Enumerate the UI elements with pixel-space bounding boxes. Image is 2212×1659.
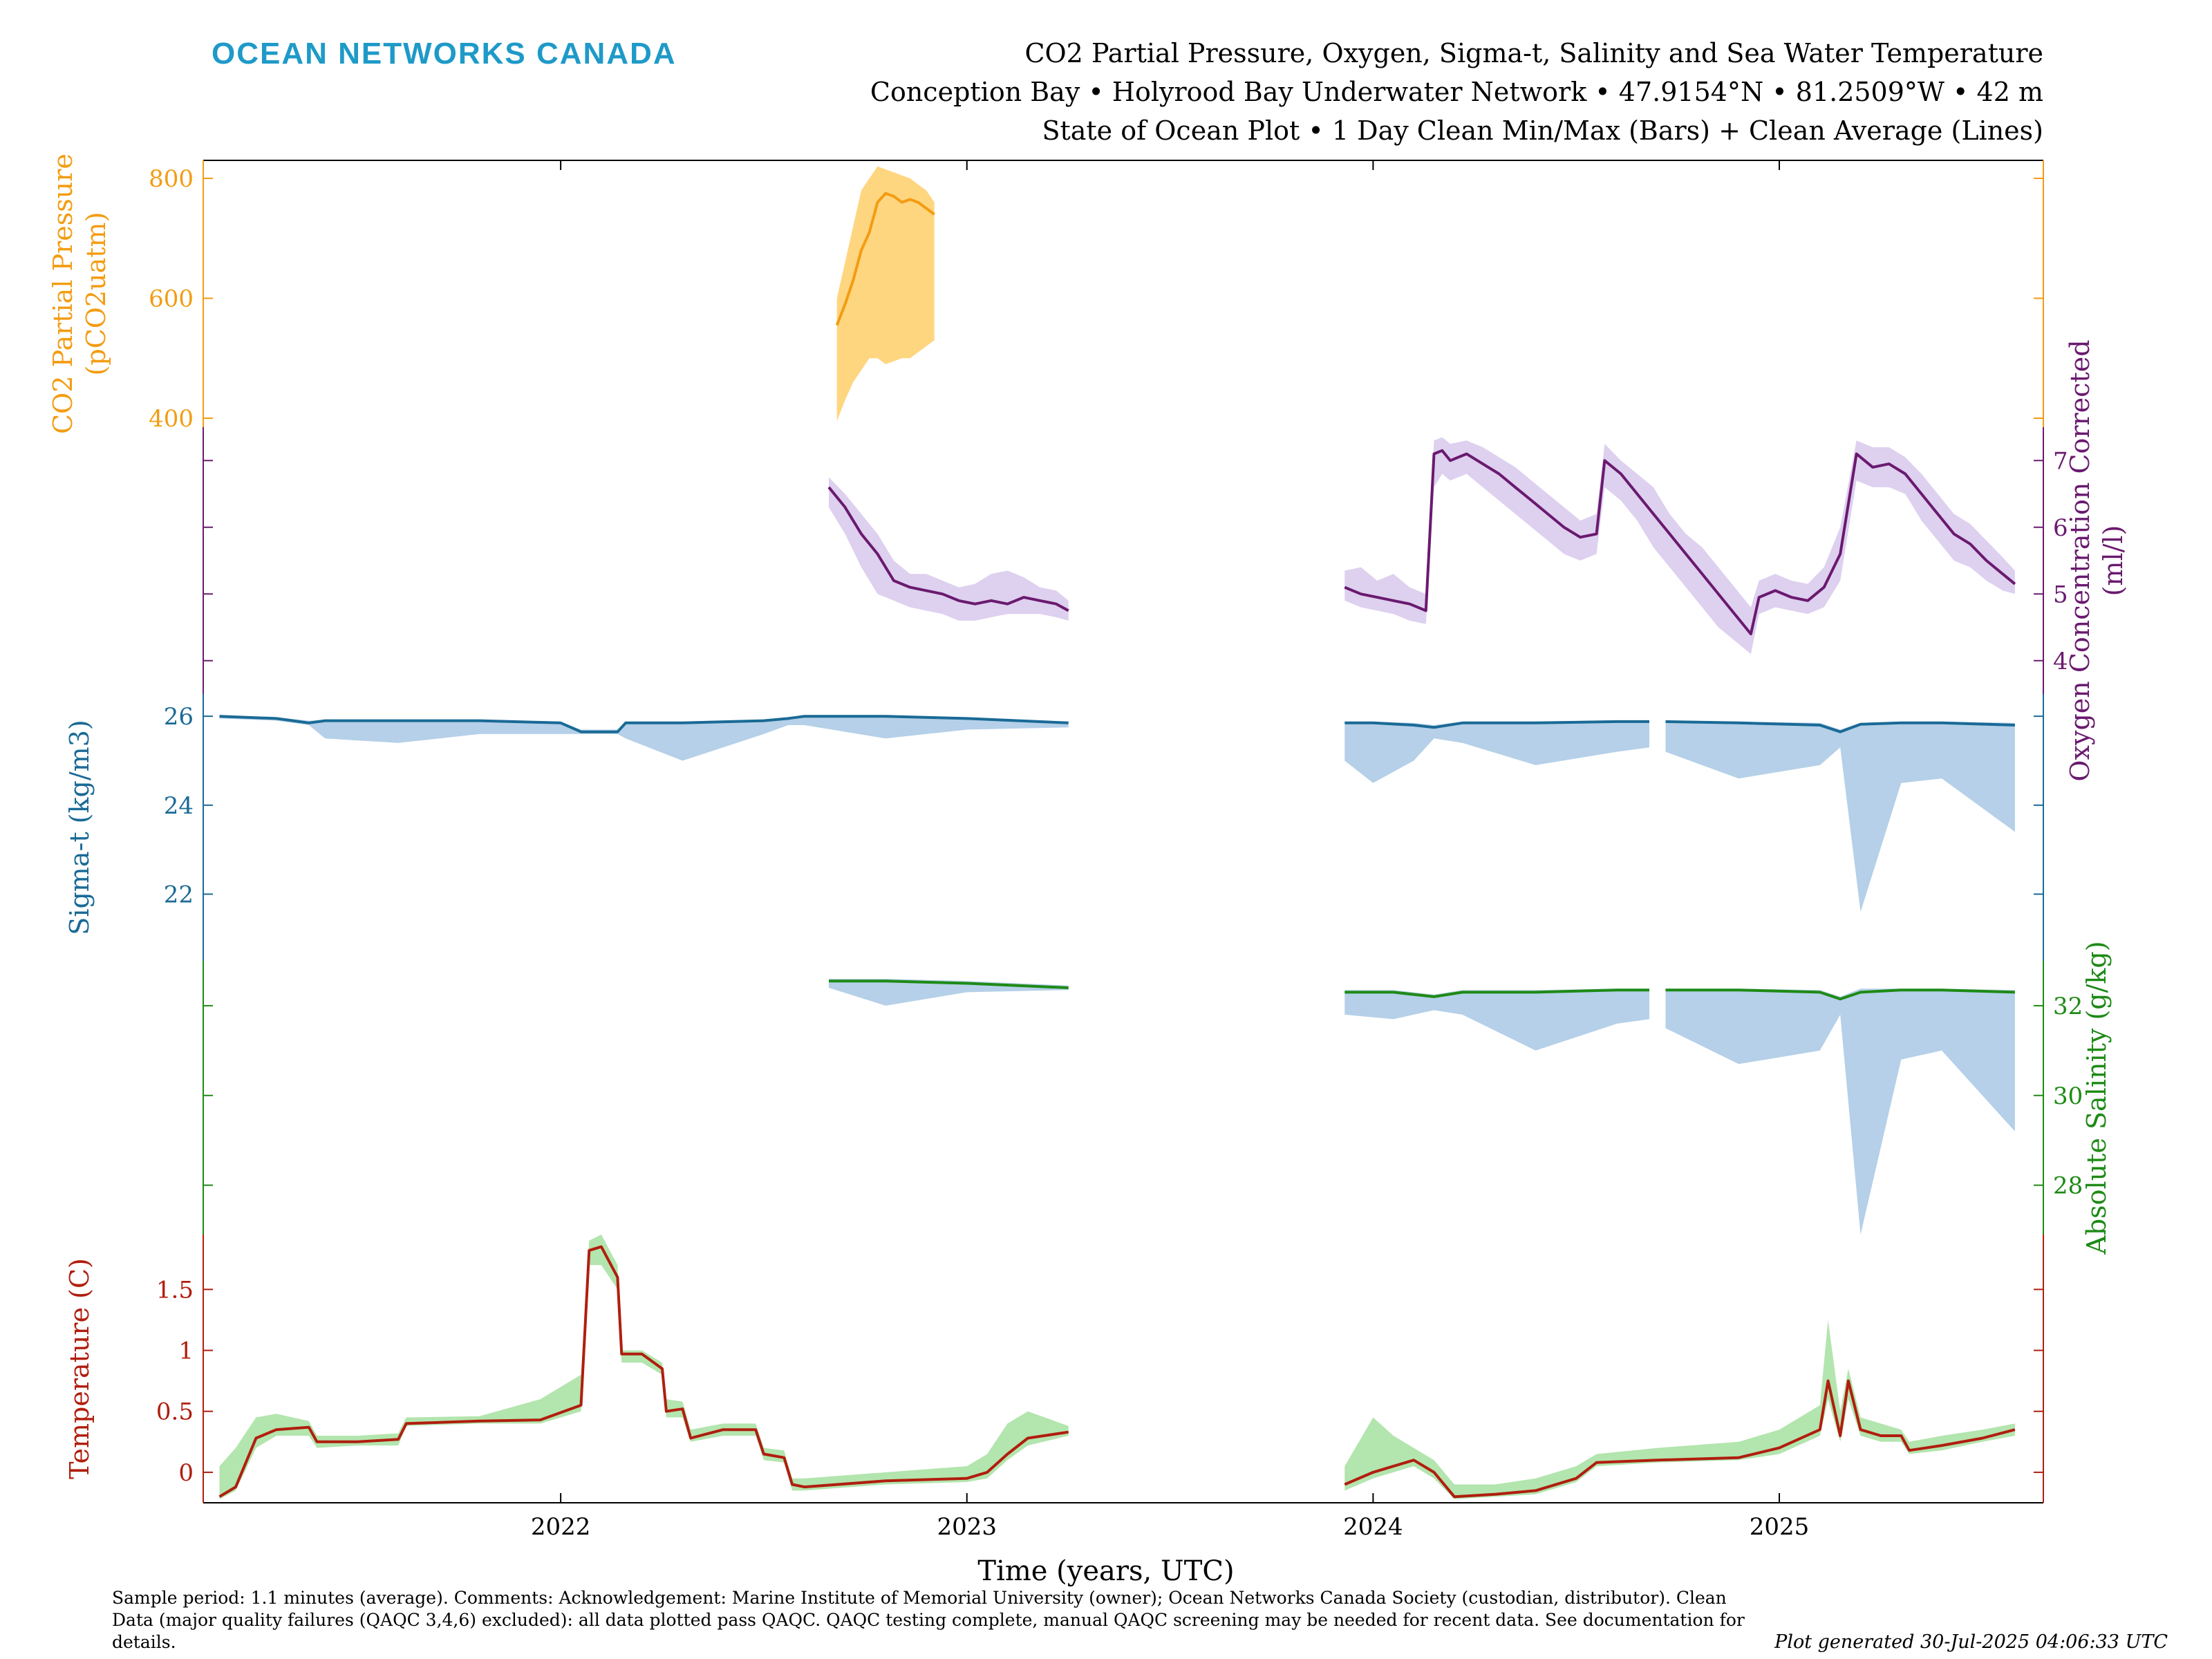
temperature-axis-label-line-1: Temperature (C) — [64, 1258, 95, 1479]
chart-subtitle-2: State of Ocean Plot • 1 Day Clean Min/Ma… — [1042, 115, 2043, 146]
sigma-minmax-band-1 — [219, 715, 1069, 761]
sigma-minmax-band-3 — [1665, 720, 2015, 912]
temperature-tick-label-1.5: 1.5 — [156, 1276, 194, 1304]
oxygen-axis-label-line-1: Oxygen Concentration Corrected — [2065, 339, 2095, 781]
x-tick-label-2024: 2024 — [1343, 1513, 1403, 1541]
salinity-average-line-2 — [1344, 988, 1649, 998]
temperature-minmax-band-1 — [219, 1235, 1069, 1499]
panel-sigma: 22 24 26 Sigma-t (kg/m3) — [64, 694, 2044, 961]
sigma-tick-label-24: 24 — [164, 792, 194, 820]
panel-co2: 400 600 800 CO2 Partial Pressure (pCO2uatm) — [48, 153, 2044, 434]
co2-axis-label-line-1: CO2 Partial Pressure — [48, 153, 78, 434]
plot-area: 2022 2023 2024 2025 400 600 800 CO2 Partial Pre… — [48, 153, 2128, 1541]
oxygen-minmax-band-1 — [829, 477, 1069, 621]
x-tick-label-2022: 2022 — [531, 1513, 591, 1541]
temperature-tick-label-0.5: 0.5 — [156, 1398, 194, 1426]
oxygen-tick-label-4: 4 — [2053, 648, 2068, 675]
salinity-axis-label-line-1: Absolute Salinity (g/kg) — [2081, 941, 2112, 1255]
temperature-tick-label-0: 0 — [178, 1459, 194, 1487]
co2-minmax-band-1 — [836, 166, 935, 422]
x-tick-label-2025: 2025 — [1750, 1513, 1810, 1541]
temperature-average-line-2 — [1344, 1379, 2016, 1499]
salinity-tick-label-32: 32 — [2053, 993, 2083, 1020]
footer-notes: Sample period: 1.1 minutes (average). Co… — [112, 1588, 1745, 1652]
logo: OCEAN NETWORKS CANADA — [212, 37, 677, 71]
oxygen-axis-label-line-2: (ml/l) — [2098, 525, 2128, 597]
salinity-tick-label-30: 30 — [2053, 1082, 2083, 1110]
oxygen-tick-label-6: 6 — [2053, 514, 2068, 542]
oxygen-tick-label-5: 5 — [2053, 581, 2068, 608]
oxygen-average-line-2 — [1344, 449, 2016, 636]
sigma-average-line-2 — [1344, 720, 1649, 729]
oxygen-average-line-1 — [827, 486, 1069, 612]
temperature-tick-label-1: 1 — [178, 1338, 194, 1365]
sigma-average-line-1 — [219, 715, 1069, 733]
salinity-average-line-1 — [829, 980, 1069, 989]
co2-tick-label-400: 400 — [149, 405, 194, 433]
oxygen-tick-label-7: 7 — [2053, 447, 2068, 475]
temperature-average-line-1 — [218, 1245, 1069, 1498]
co2-tick-label-800: 800 — [149, 165, 194, 193]
salinity-minmax-band-2 — [1344, 988, 1649, 1051]
co2-average-line-1 — [835, 191, 935, 326]
salinity-average-line-3 — [1665, 988, 2015, 1001]
chart-subtitle-1: Conception Bay • Holyrood Bay Underwater… — [870, 77, 2043, 107]
panel-temperature: 0 0.5 1 1.5 Temperature (C) — [64, 1235, 2044, 1503]
chart-title: CO2 Partial Pressure, Oxygen, Sigma-t, S… — [1024, 38, 2043, 68]
salinity-minmax-band-3 — [1665, 988, 2015, 1235]
sigma-average-line-3 — [1665, 720, 2015, 733]
sigma-axis-label-line-1: Sigma-t (kg/m3) — [64, 720, 95, 935]
sigma-tick-label-26: 26 — [164, 703, 194, 731]
co2-axis-label-line-2: (pCO2uatm) — [81, 212, 111, 376]
x-axis-label: Time (years, UTC) — [977, 1555, 1234, 1587]
temperature-minmax-band-2 — [1344, 1320, 2015, 1499]
sigma-minmax-band-2 — [1344, 720, 1649, 783]
plot-generated-timestamp: Plot generated 30-Jul-2025 04:06:33 UTC — [1774, 1631, 2168, 1653]
x-tick-label-2023: 2023 — [937, 1513, 997, 1541]
co2-tick-label-600: 600 — [149, 285, 194, 313]
salinity-tick-label-28: 28 — [2053, 1172, 2083, 1200]
sigma-tick-label-22: 22 — [164, 881, 194, 909]
